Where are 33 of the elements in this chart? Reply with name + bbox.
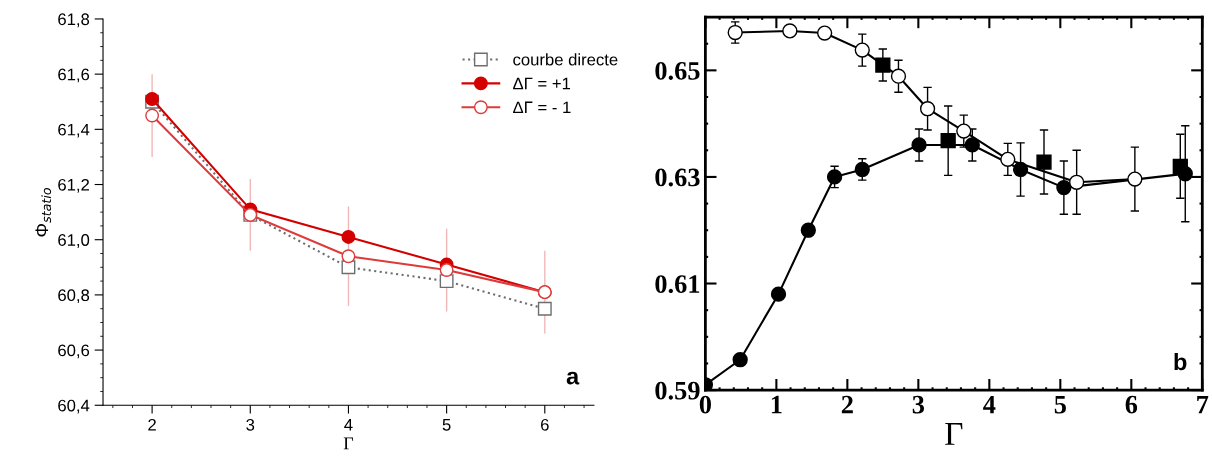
x-tick-label: 2 <box>148 418 156 431</box>
x-tick-label: 4 <box>983 395 996 414</box>
x-tick-label: 0 <box>699 395 711 414</box>
y-tick-label: 0.63 <box>655 168 700 187</box>
y-tick-label: 0.61 <box>655 275 700 294</box>
x-tick-label: 6 <box>541 418 549 431</box>
legend-label: ΔΓ = +1 <box>513 77 571 90</box>
x-tick-label: 7 <box>1197 395 1209 414</box>
y-tick-label: 61,4 <box>58 123 90 138</box>
y-tick-label: 61,8 <box>58 13 90 28</box>
y-tick-label: 61,0 <box>58 234 90 248</box>
y-tick-label: 61,2 <box>58 178 89 193</box>
x-tick-label: 4 <box>344 419 353 431</box>
x-tick-label: 3 <box>246 418 255 431</box>
annotation: b <box>1174 352 1187 371</box>
y-tick-label: 60,4 <box>58 399 90 414</box>
y-tick-label: 0.65 <box>655 61 700 80</box>
y-tick-label: 0.59 <box>655 381 700 400</box>
y-tick-label: 60,6 <box>58 344 90 359</box>
y-tick-label: 60,8 <box>58 289 90 304</box>
legend-label: courbe directe <box>513 53 618 66</box>
annotation: a <box>566 371 580 385</box>
legend-label: ΔΓ = - 1 <box>513 101 571 114</box>
x-tick-label: 2 <box>841 395 853 414</box>
y-tick-label: 61,6 <box>58 68 90 83</box>
x-axis-title: Γ <box>343 437 354 450</box>
x-axis-title: Γ <box>945 422 963 445</box>
x-tick-label: 5 <box>1054 395 1066 414</box>
x-tick-label: 6 <box>1125 395 1138 414</box>
y-axis-title: Φ$_{statio}$ <box>35 188 52 237</box>
x-tick-label: 1 <box>771 395 782 414</box>
x-tick-label: 3 <box>912 395 925 414</box>
x-tick-label: 5 <box>442 419 451 431</box>
